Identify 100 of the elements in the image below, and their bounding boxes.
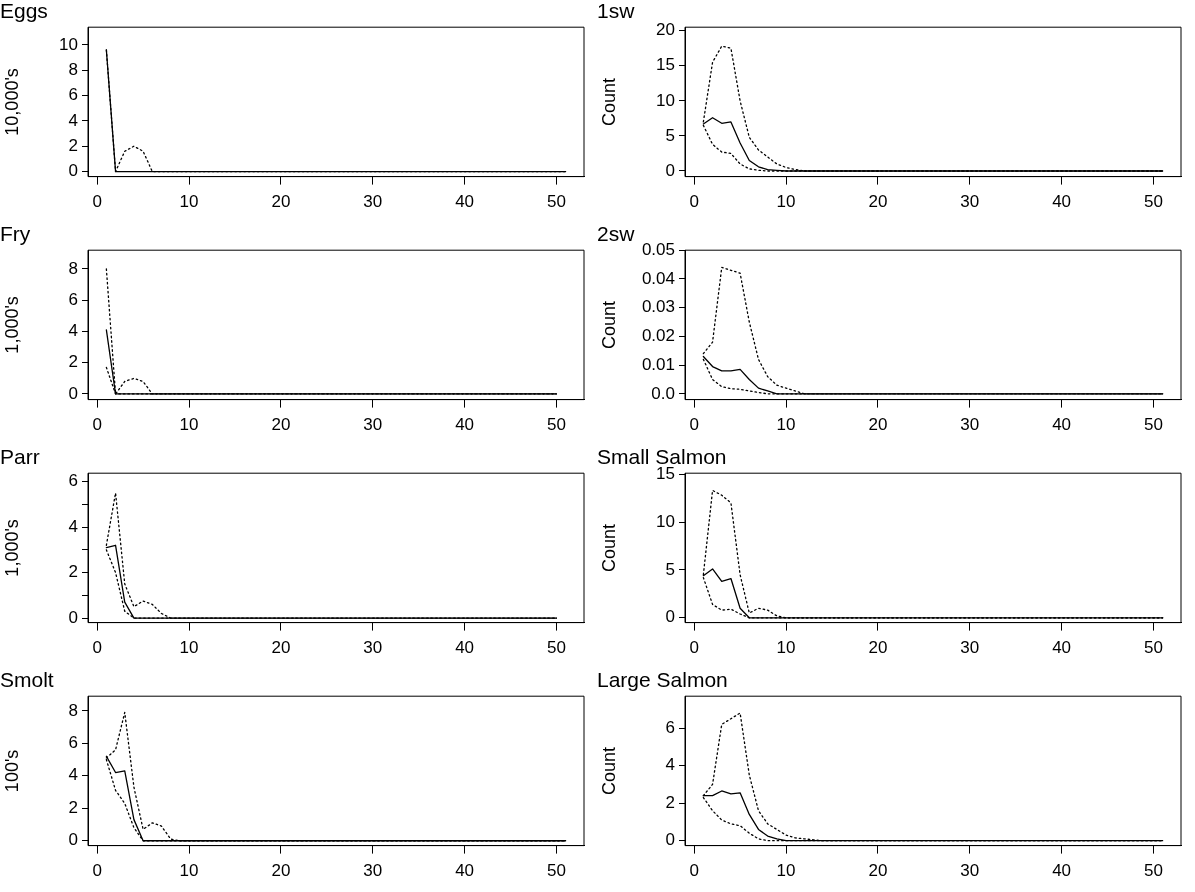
y-tick-label: 0 — [68, 607, 78, 627]
chart-title: Eggs — [0, 0, 48, 23]
y-tick-label: 4 — [68, 110, 78, 130]
x-tick-label: 50 — [1143, 415, 1163, 435]
y-tick-label: 0 — [68, 161, 78, 181]
y-tick-label: 15 — [656, 55, 675, 75]
chart-title: Large Salmon — [597, 668, 728, 692]
y-tick-label: 8 — [68, 258, 78, 278]
y-axis-title: Count — [598, 300, 619, 349]
x-tick-label: 50 — [1143, 638, 1163, 658]
x-tick-label: 30 — [960, 415, 980, 435]
y-tick-label: 5 — [665, 125, 675, 145]
x-tick-label: 20 — [868, 192, 888, 212]
x-tick-label: 40 — [1052, 638, 1072, 658]
x-tick-label: 50 — [1143, 192, 1163, 212]
y-tick-label: 6 — [68, 732, 78, 752]
chart-title: 2sw — [597, 222, 636, 246]
x-tick-label: 30 — [960, 638, 980, 658]
y-axis-title: 10,000's — [1, 68, 22, 136]
chart-title: Smolt — [0, 668, 54, 692]
y-tick-label: 2 — [68, 797, 78, 817]
x-tick-label: 0 — [689, 861, 699, 881]
y-tick-label: 2 — [68, 562, 78, 582]
y-tick-label: 6 — [68, 85, 78, 105]
x-tick-label: 50 — [1143, 861, 1163, 881]
y-tick-label: 8 — [68, 59, 78, 79]
x-tick-label: 50 — [546, 638, 566, 658]
y-tick-label: 10 — [656, 90, 675, 110]
chart-title: Parr — [0, 445, 40, 469]
x-tick-label: 50 — [546, 415, 566, 435]
y-tick-label: 6 — [665, 717, 675, 737]
x-tick-label: 20 — [868, 415, 888, 435]
x-tick-label: 50 — [546, 192, 566, 212]
y-tick-label: 5 — [665, 559, 675, 579]
y-tick-label: 0.04 — [641, 268, 675, 288]
x-tick-label: 20 — [868, 638, 888, 658]
y-tick-label: 4 — [68, 321, 78, 341]
y-tick-label: 0.0 — [651, 383, 675, 403]
x-tick-label: 20 — [271, 861, 291, 881]
x-tick-label: 50 — [546, 861, 566, 881]
x-tick-label: 40 — [455, 861, 475, 881]
x-tick-label: 0 — [92, 415, 102, 435]
y-tick-label: 0.01 — [641, 354, 675, 374]
y-tick-label: 2 — [68, 352, 78, 372]
x-tick-label: 30 — [363, 861, 383, 881]
y-tick-label: 0.02 — [641, 326, 675, 346]
y-tick-label: 20 — [656, 20, 675, 40]
y-axis-title: Count — [598, 77, 619, 126]
x-tick-label: 0 — [92, 861, 102, 881]
x-tick-label: 10 — [179, 192, 199, 212]
y-tick-label: 0 — [68, 830, 78, 850]
y-tick-label: 0.05 — [641, 239, 675, 259]
y-axis-title: 1,000's — [1, 519, 22, 577]
x-tick-label: 10 — [776, 638, 796, 658]
x-tick-label: 30 — [363, 192, 383, 212]
y-axis-title: Count — [598, 746, 619, 795]
y-tick-label: 2 — [68, 135, 78, 155]
x-tick-label: 0 — [689, 415, 699, 435]
x-tick-label: 10 — [776, 861, 796, 881]
x-tick-label: 40 — [455, 415, 475, 435]
y-tick-label: 0.03 — [641, 297, 675, 317]
y-axis-title: Count — [598, 523, 619, 572]
x-tick-label: 20 — [271, 192, 291, 212]
y-tick-label: 6 — [68, 289, 78, 309]
x-tick-label: 40 — [1052, 415, 1072, 435]
x-tick-label: 40 — [455, 638, 475, 658]
y-tick-label: 10 — [656, 511, 675, 531]
y-tick-label: 4 — [68, 765, 78, 785]
x-tick-label: 0 — [689, 192, 699, 212]
chart-title: Fry — [0, 222, 31, 246]
x-tick-label: 20 — [271, 638, 291, 658]
y-tick-label: 10 — [59, 34, 78, 54]
y-axis-title: 100's — [1, 749, 22, 793]
x-tick-label: 10 — [179, 415, 199, 435]
x-tick-label: 10 — [776, 415, 796, 435]
y-tick-label: 0 — [665, 830, 675, 850]
y-tick-label: 4 — [665, 755, 675, 775]
x-tick-label: 10 — [776, 192, 796, 212]
chart-title: 1sw — [597, 0, 636, 23]
x-tick-label: 30 — [960, 192, 980, 212]
x-tick-label: 0 — [689, 638, 699, 658]
y-tick-label: 4 — [68, 516, 78, 536]
x-tick-label: 30 — [960, 861, 980, 881]
y-tick-label: 0 — [665, 607, 675, 627]
x-tick-label: 30 — [363, 638, 383, 658]
y-axis-title: 1,000's — [1, 296, 22, 354]
x-tick-label: 20 — [868, 861, 888, 881]
y-tick-label: 15 — [656, 463, 675, 483]
x-tick-label: 10 — [179, 638, 199, 658]
x-tick-label: 10 — [179, 861, 199, 881]
y-tick-label: 6 — [68, 471, 78, 491]
y-tick-label: 0 — [665, 160, 675, 180]
y-tick-label: 0 — [68, 383, 78, 403]
x-tick-label: 30 — [363, 415, 383, 435]
x-tick-label: 0 — [92, 638, 102, 658]
y-tick-label: 8 — [68, 700, 78, 720]
y-tick-label: 2 — [665, 792, 675, 812]
x-tick-label: 0 — [92, 192, 102, 212]
x-tick-label: 40 — [1052, 861, 1072, 881]
x-tick-label: 40 — [455, 192, 475, 212]
